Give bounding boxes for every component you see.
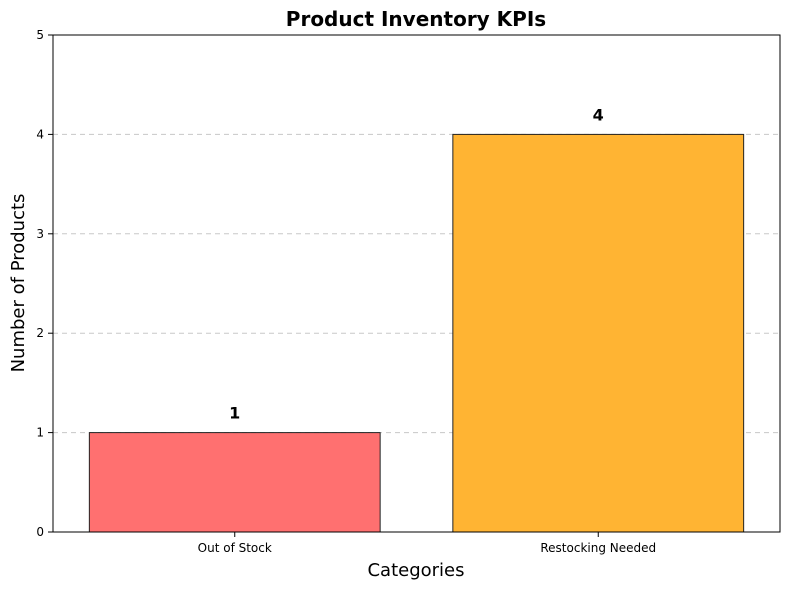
x-tick-label: Out of Stock — [198, 541, 272, 555]
y-axis-ticks: 0 1 2 3 4 5 — [36, 28, 53, 539]
y-tick-label: 0 — [36, 525, 44, 539]
bar-restocking-needed — [452, 133, 745, 533]
y-tick-label: 4 — [36, 127, 44, 141]
bar-value-label: 1 — [229, 404, 240, 423]
y-tick-label: 5 — [36, 28, 44, 42]
plot-frame — [52, 34, 781, 533]
x-axis-label: Categories — [367, 560, 464, 581]
y-tick-label: 1 — [36, 426, 44, 440]
x-axis-ticks: Out of Stock Restocking Needed — [198, 532, 656, 555]
y-tick-label: 2 — [36, 326, 44, 340]
y-tick-label: 3 — [36, 227, 44, 241]
y-axis-label: Number of Products — [8, 194, 29, 373]
x-tick-label: Restocking Needed — [540, 541, 656, 555]
bar-out-of-stock — [88, 432, 381, 533]
chart-title: Product Inventory KPIs — [286, 7, 546, 31]
bar-value-label: 4 — [593, 105, 604, 124]
data-labels: 14 — [229, 105, 604, 422]
